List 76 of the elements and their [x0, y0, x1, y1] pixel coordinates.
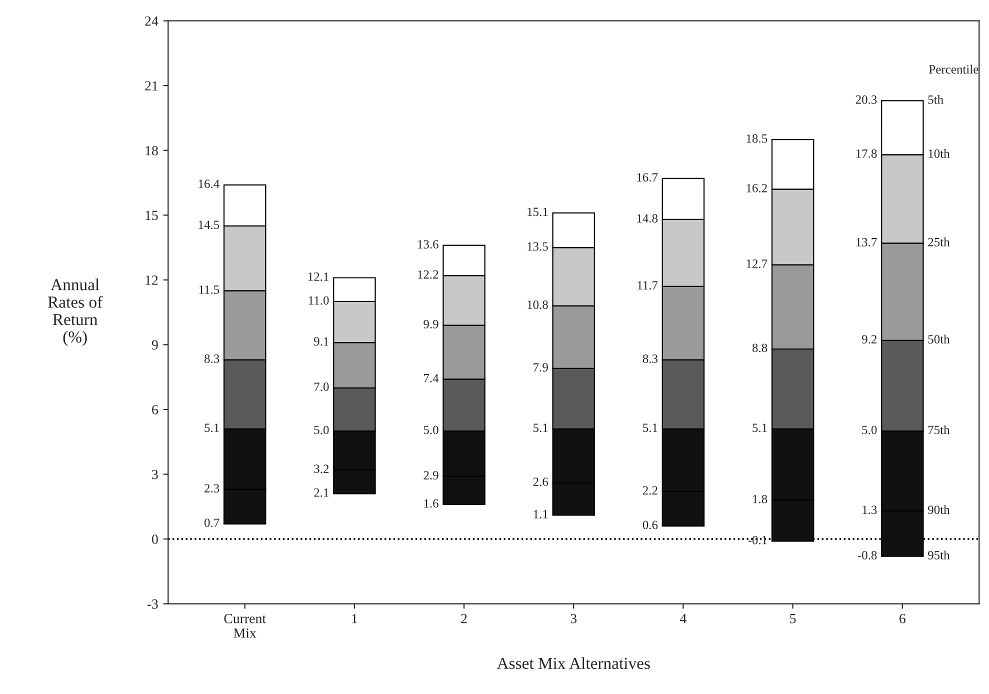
x-tick-label: 2 [461, 614, 467, 624]
y-tick-label: 6 [152, 405, 158, 414]
annotation: 5.1 [204, 424, 219, 432]
y-tick-label: 0 [152, 534, 158, 544]
annotation: 25th [928, 238, 950, 246]
y-tick-label: 3 [152, 470, 158, 480]
x-tick-label: Current Mix [224, 614, 266, 638]
x-tick-label: 4 [680, 614, 686, 624]
annotation: 95th [928, 550, 950, 560]
annotation: 14.8 [637, 214, 658, 223]
annotation: 2.9 [424, 471, 438, 480]
annotation: 13.7 [856, 238, 877, 246]
annotation: 5.0 [424, 426, 438, 434]
annotation: 11.5 [199, 285, 220, 294]
x-tick-label: 1 [352, 614, 358, 624]
annotation: 5.1 [752, 424, 767, 432]
annotation: 5.1 [534, 424, 548, 432]
y-tick-label: 12 [146, 276, 158, 285]
annotation: 12.1 [308, 272, 328, 281]
annotation: 10.8 [528, 300, 548, 310]
annotation: 7.4 [424, 374, 439, 382]
annotation: 16.7 [637, 173, 658, 182]
annotation: 12.7 [746, 260, 768, 268]
y-axis-title: Annual Rates of Return (%) [48, 278, 103, 346]
annotation: 9.9 [424, 320, 438, 328]
y-tick-label: 21 [145, 81, 158, 90]
annotation: 5.0 [314, 426, 329, 434]
annotation: 9.2 [862, 335, 876, 344]
annotation: 1.3 [862, 506, 877, 514]
annotation: 2.2 [642, 486, 658, 495]
annotation: 2.6 [533, 478, 548, 486]
annotation: 16.4 [198, 180, 220, 188]
annotation: 90th [928, 505, 950, 514]
annotation: 20.3 [856, 95, 877, 104]
annotation: 2.1 [314, 488, 328, 497]
annotation: 12.2 [418, 270, 438, 279]
annotation: Percentile [929, 64, 978, 74]
x-tick-label: 3 [570, 614, 577, 624]
x-tick-label: 6 [900, 614, 906, 624]
annotation: 17.8 [856, 149, 877, 158]
annotation: 5.1 [643, 424, 658, 432]
y-tick-label: -3 [147, 599, 158, 609]
annotation: -0.1 [748, 536, 767, 544]
annotation: 7.9 [534, 363, 548, 372]
annotation: 50th [928, 334, 950, 344]
annotation: 15.1 [528, 208, 548, 216]
y-tick-label: 18 [146, 146, 158, 156]
annotation: 2.3 [204, 484, 220, 493]
annotation: 10th [928, 149, 950, 158]
annotation: 0.6 [642, 520, 658, 530]
y-tick-label: 24 [145, 16, 158, 26]
annotation: 11.0 [308, 296, 329, 305]
annotation: 5.0 [862, 426, 877, 434]
annotation: 11.7 [638, 281, 658, 290]
x-axis-title: Asset Mix Alternatives [496, 657, 650, 670]
annotation: 14.5 [198, 220, 220, 230]
annotation: 3.2 [314, 464, 329, 474]
annotation: 8.8 [752, 344, 768, 352]
annotation: 1.1 [534, 510, 548, 518]
annotation: 8.3 [642, 354, 658, 363]
annotation: 9.1 [314, 337, 328, 346]
annotation: 5th [928, 95, 944, 104]
annotation: 13.6 [418, 240, 438, 249]
annotation: 0.7 [204, 518, 220, 528]
annotation: 1.8 [753, 494, 768, 504]
y-tick-label: 15 [146, 210, 158, 220]
x-tick-label: 5 [790, 614, 796, 624]
annotation: -0.8 [858, 550, 877, 560]
y-tick-label: 9 [152, 340, 158, 350]
annotation: 75th [928, 425, 950, 434]
annotation: 13.5 [528, 242, 548, 251]
annotation: 16.2 [746, 184, 767, 192]
annotation: 7.0 [314, 382, 329, 392]
annotation: 1.6 [424, 499, 438, 508]
annotation: 18.5 [746, 134, 768, 143]
annotation: 8.3 [204, 354, 220, 363]
